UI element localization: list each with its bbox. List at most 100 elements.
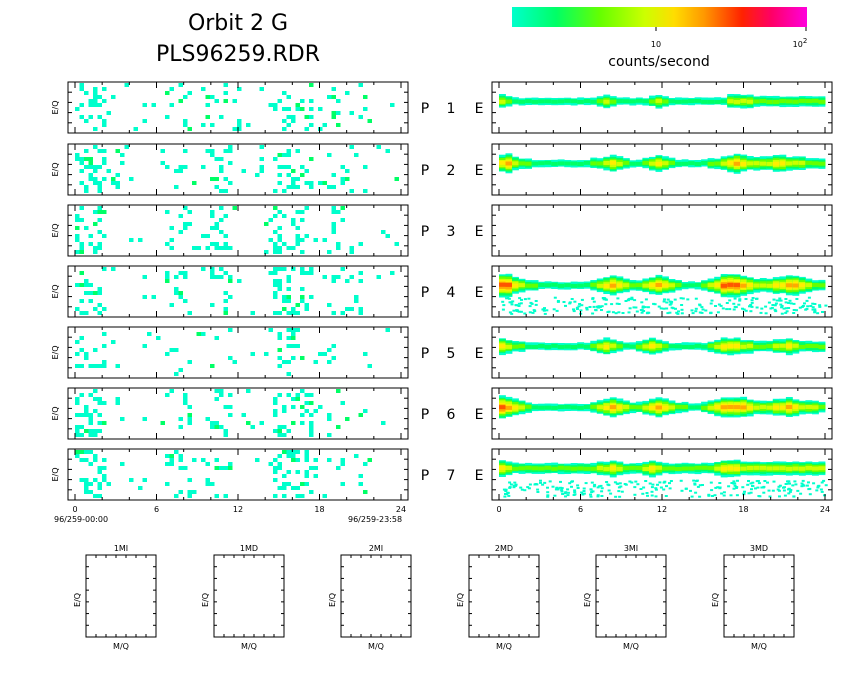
heat-cell [277,287,282,291]
right-panel-6 [491,387,833,440]
heat-cell [818,283,826,288]
heat-cell [546,495,550,498]
heat-cell [749,491,753,494]
heat-cell [358,242,363,246]
heat-cell [510,312,514,315]
heat-cell [675,161,682,166]
heat-cell [349,250,354,254]
heat-cell [277,234,282,238]
heat-cell [710,299,714,302]
heat-cell [277,173,282,177]
panel-p-label: P [421,285,429,301]
heat-cell [679,479,683,482]
heat-cell [340,177,345,181]
heat-cell [93,494,98,498]
heat-cell [800,482,804,485]
heat-cell [282,107,287,111]
heat-cell [816,312,820,315]
heat-cell [753,161,761,166]
heat-cell [811,308,815,311]
heat-cell [596,486,600,489]
heat-cell [780,306,784,309]
heat-cell [75,454,80,458]
heat-cell [183,206,188,210]
heat-cell [79,103,84,107]
heat-cell [88,103,93,107]
heat-cell [603,284,611,288]
heat-cell [304,458,309,462]
heat-cell [695,479,699,482]
heat-cell [681,344,689,349]
heat-cell [169,226,174,230]
heat-cell [174,275,179,279]
heat-cell [88,177,93,181]
heat-cell [183,119,188,123]
heat-cell [785,310,789,313]
heat-cell [214,389,219,393]
heat-cell [336,275,341,279]
heat-cell [675,404,682,409]
heat-cell [291,181,296,185]
heat-cell [97,103,102,107]
heat-cell [178,295,183,299]
heat-cell [518,344,526,349]
heat-cell [286,311,291,315]
heat-cell [800,305,804,308]
heat-cell [577,305,581,308]
heat-cell [183,271,188,275]
heat-cell [277,332,282,336]
heat-cell [394,242,399,246]
heat-cell [219,169,224,173]
heat-cell [677,310,680,313]
heat-cell [79,242,84,246]
heat-cell [205,103,210,107]
heat-cell [785,344,793,349]
heat-cell [102,123,107,127]
heat-cell [93,307,98,311]
heat-cell [291,222,296,226]
heat-cell [331,111,336,115]
small-panel-row: 1MIE/QM/Q1MDE/QM/Q2MIE/QM/Q2MDE/QM/Q3MIE… [73,544,795,651]
heat-cell [783,494,787,497]
heat-cell [75,397,80,401]
heat-cell [617,490,621,493]
heat-cell [84,450,89,454]
heat-cell [102,119,107,123]
ylabel-left-2: E/Q [51,162,60,176]
heat-cell [662,481,666,484]
heat-cell [663,298,666,301]
heat-cell [205,149,210,153]
heat-cell [573,300,577,303]
heat-cell [590,99,598,104]
heat-cell [84,409,89,413]
heat-cell [93,103,98,107]
heat-cell [669,302,673,305]
heat-cell [75,107,80,111]
heat-cell [689,489,692,492]
right-panel-4 [491,265,833,318]
heat-cell [295,458,300,462]
heat-cell [714,283,722,288]
heat-cell [75,433,80,437]
heat-cell [551,466,559,471]
heat-cell [291,356,296,360]
heat-cell [273,279,278,283]
xtick-right-24: 24 [820,505,830,514]
heat-cell [273,458,278,462]
heat-cell [79,393,84,397]
heat-cell [277,454,282,458]
heat-cell [79,478,84,482]
heat-cell [534,300,538,302]
heat-cell [349,275,354,279]
heat-cell [201,458,206,462]
heat-cell [88,364,93,368]
heat-cell [655,283,663,287]
heat-cell [688,466,695,471]
heat-cell [228,149,233,153]
panel-number-3: 3 [447,224,456,240]
heat-cell [633,299,637,302]
heat-cell [643,306,647,309]
heat-cell [201,87,206,91]
heat-cell [818,99,826,104]
heat-cell [617,311,621,314]
